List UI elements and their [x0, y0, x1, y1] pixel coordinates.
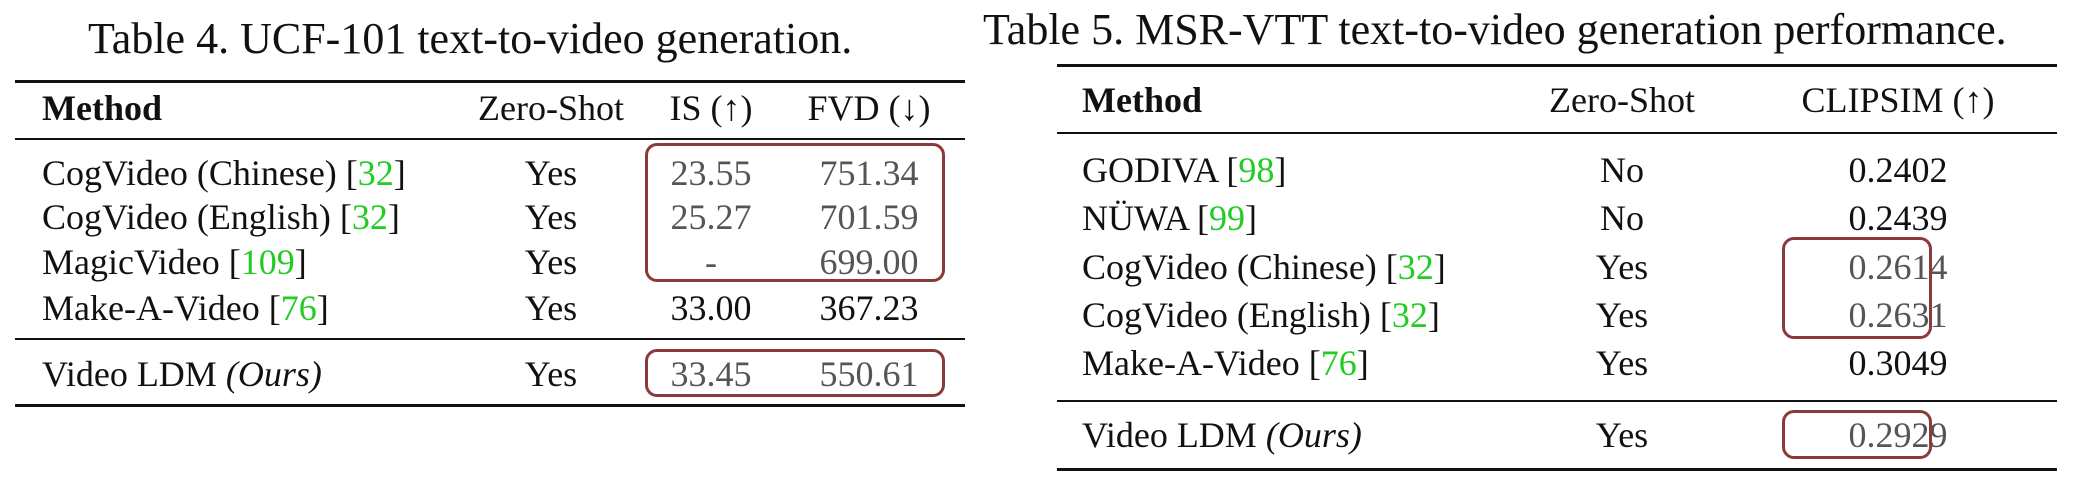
- table-4-caption: Table 4. UCF-101 text-to-video generatio…: [88, 14, 853, 63]
- table-4-header-method: Method: [42, 88, 162, 128]
- zero-shot-value: Yes: [524, 153, 578, 193]
- method-name: CogVideo (English) [32]: [42, 197, 400, 237]
- citation-link[interactable]: 32: [1397, 247, 1434, 287]
- table-5-ours-rule: [1057, 400, 2057, 402]
- fvd-value: 751.34: [819, 153, 919, 193]
- citation-link[interactable]: 76: [1320, 343, 1357, 383]
- clipsim-value: 0.2439: [1848, 198, 1948, 238]
- method-name: NÜWA [99]: [1082, 198, 1257, 238]
- zero-shot-value: Yes: [524, 354, 578, 394]
- method-name: GODIVA [98]: [1082, 150, 1287, 190]
- fvd-value: 701.59: [819, 197, 919, 237]
- citation-link[interactable]: 99: [1209, 198, 1245, 238]
- highlight-box: [645, 349, 945, 397]
- zero-shot-value: Yes: [1595, 415, 1649, 455]
- fvd-value: 367.23: [819, 288, 919, 328]
- is-value: 33.00: [670, 288, 752, 328]
- is-value: 33.45: [670, 354, 752, 394]
- is-value: 23.55: [670, 153, 752, 193]
- zero-shot-value: Yes: [1595, 295, 1649, 335]
- zero-shot-value: Yes: [524, 197, 578, 237]
- fvd-value: 550.61: [819, 354, 919, 394]
- citation-link[interactable]: 98: [1238, 150, 1275, 190]
- citation-link[interactable]: 32: [1391, 295, 1428, 335]
- highlight-box: [645, 143, 945, 282]
- table-5-header-method: Method: [1082, 80, 1202, 120]
- table-4-top-rule: [15, 80, 965, 83]
- table-5-top-rule: [1057, 64, 2057, 67]
- zero-shot-value: Yes: [1595, 247, 1649, 287]
- table-4-bottom-rule: [15, 404, 965, 407]
- highlight-box: [1782, 237, 1932, 339]
- fvd-value: 699.00: [819, 242, 919, 282]
- table-5-header-clipsim: CLIPSIM (↑): [1801, 80, 1995, 120]
- zero-shot-value: Yes: [524, 288, 578, 328]
- clipsim-value: 0.2402: [1848, 150, 1948, 190]
- table-5-header-zero-shot: Zero-Shot: [1549, 80, 1695, 120]
- method-name: CogVideo (Chinese) [32]: [42, 153, 406, 193]
- table-4-ours-rule: [15, 338, 965, 340]
- is-value: -: [705, 242, 717, 282]
- table-4-header-fvd: FVD (↓): [807, 88, 931, 128]
- is-value: 25.27: [670, 197, 752, 237]
- table-5: Table 5. MSR-VTT text-to-video generatio…: [980, 0, 2078, 483]
- citation-link[interactable]: 32: [351, 197, 388, 237]
- method-name: CogVideo (Chinese) [32]: [1082, 247, 1446, 287]
- zero-shot-value: No: [1600, 198, 1644, 238]
- table-4-header-zero-shot: Zero-Shot: [478, 88, 624, 128]
- table-5-header-rule: [1057, 132, 2057, 134]
- zero-shot-value: No: [1600, 150, 1644, 190]
- table-4-header-is: IS (↑): [669, 88, 753, 128]
- citation-link[interactable]: 109: [240, 242, 295, 282]
- zero-shot-value: Yes: [524, 242, 578, 282]
- citation-link[interactable]: 76: [280, 288, 317, 328]
- method-name: Make-A-Video [76]: [42, 288, 329, 328]
- citation-link[interactable]: 32: [357, 153, 394, 193]
- table-5-caption: Table 5. MSR-VTT text-to-video generatio…: [983, 5, 2007, 54]
- method-name: Video LDM (Ours): [1082, 415, 1362, 455]
- clipsim-value: 0.3049: [1848, 343, 1948, 383]
- table-4-header-rule: [15, 138, 965, 140]
- zero-shot-value: Yes: [1595, 343, 1649, 383]
- method-name: Video LDM (Ours): [42, 354, 322, 394]
- method-name: CogVideo (English) [32]: [1082, 295, 1440, 335]
- table-4: Table 4. UCF-101 text-to-video generatio…: [0, 0, 980, 483]
- method-name: MagicVideo [109]: [42, 242, 307, 282]
- table-5-bottom-rule: [1057, 468, 2057, 471]
- highlight-box: [1782, 410, 1932, 459]
- method-name: Make-A-Video [76]: [1082, 343, 1369, 383]
